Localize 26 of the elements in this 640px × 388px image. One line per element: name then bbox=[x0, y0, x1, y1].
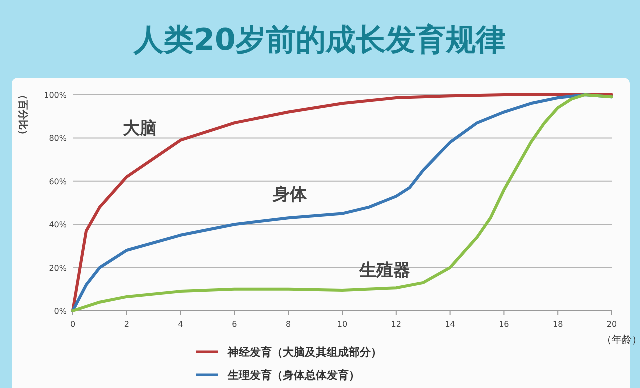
x-axis-title: （年龄） bbox=[602, 334, 640, 346]
y-tick-label: 0% bbox=[54, 307, 68, 316]
y-tick-label: 60% bbox=[49, 177, 68, 186]
y-tick-label: 100% bbox=[44, 91, 68, 100]
annotation: 身体 bbox=[272, 185, 308, 205]
x-tick-label: 20 bbox=[606, 320, 618, 329]
x-tick-label: 10 bbox=[337, 320, 348, 329]
x-tick-label: 14 bbox=[445, 320, 456, 329]
y-tick-label: 80% bbox=[49, 134, 68, 144]
chart-title: 人类20岁前的成长发育规律 bbox=[133, 23, 506, 58]
x-tick-label: 2 bbox=[124, 320, 130, 329]
y-tick-label: 40% bbox=[49, 220, 68, 230]
x-tick-label: 8 bbox=[286, 320, 292, 329]
line-series bbox=[72, 94, 614, 312]
annotation: 生殖器 bbox=[358, 261, 410, 281]
legend-label: 神经发育（大脑及其组成部分） bbox=[227, 346, 382, 359]
x-tick-label: 16 bbox=[499, 320, 510, 329]
x-tick-label: 6 bbox=[232, 320, 238, 329]
x-tick-label: 4 bbox=[178, 320, 184, 329]
x-tick-label: 12 bbox=[391, 320, 402, 329]
x-tick-label: 18 bbox=[553, 320, 564, 329]
y-tick-label: 20% bbox=[49, 264, 68, 273]
y-axis-title: （百分比） bbox=[17, 90, 29, 140]
annotation: 大脑 bbox=[123, 119, 157, 139]
x-tick-label: 0 bbox=[70, 320, 76, 329]
legend-label: 生理发育（身体总体发育） bbox=[227, 369, 360, 382]
